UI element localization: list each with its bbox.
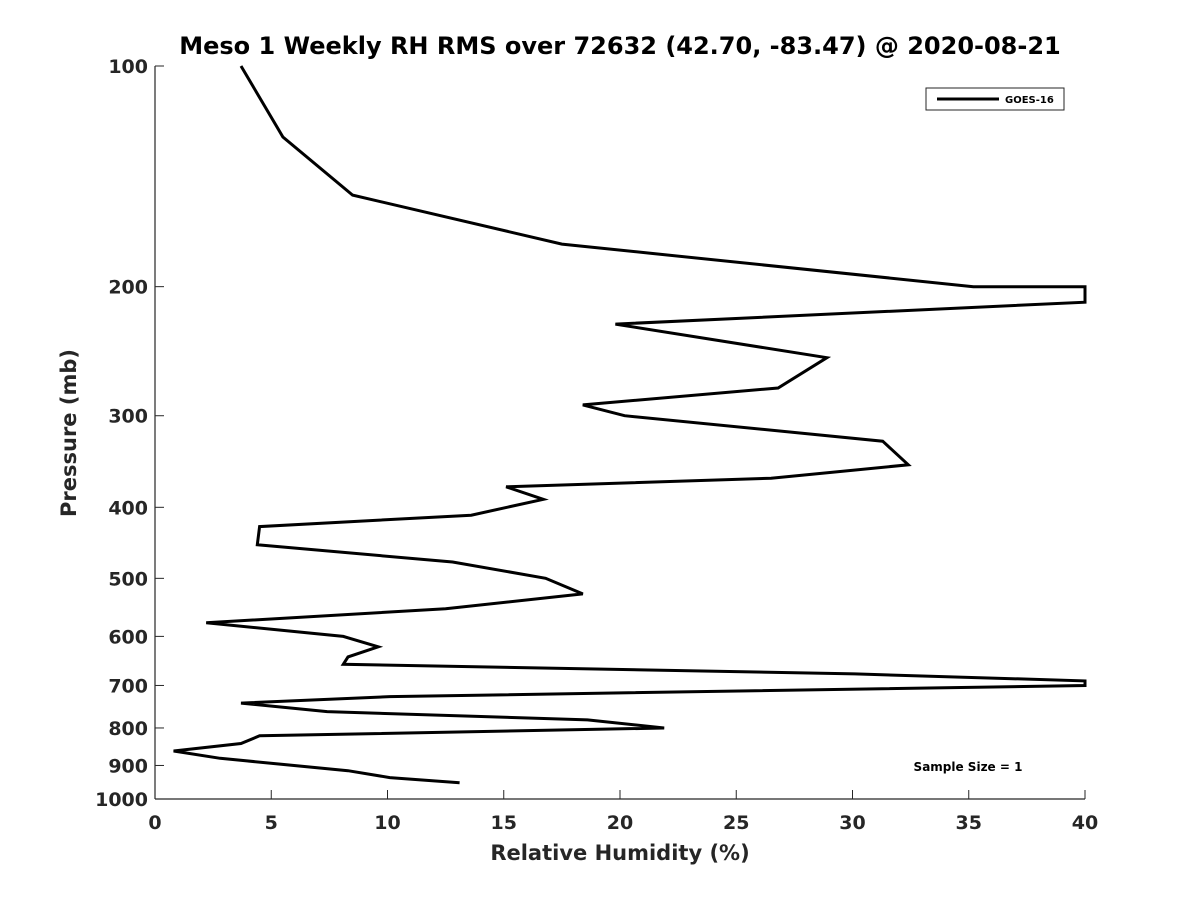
x-tick-label: 5 — [265, 812, 278, 834]
x-tick-label: 35 — [956, 812, 982, 834]
legend: GOES-16 — [925, 87, 1065, 111]
x-tick-label: 40 — [1072, 812, 1098, 834]
x-tick-label: 25 — [723, 812, 749, 834]
sample-size-annotation: Sample Size = 1 — [914, 760, 1023, 774]
y-tick-label: 500 — [108, 568, 148, 590]
x-tick-label: 20 — [607, 812, 633, 834]
x-tick-label: 0 — [148, 812, 161, 834]
series-line-goes-16 — [173, 65, 1087, 785]
y-tick-label: 700 — [108, 675, 148, 697]
series-layer — [173, 65, 1087, 785]
y-tick-label: 400 — [108, 497, 148, 519]
y-tick-label: 900 — [108, 755, 148, 777]
y-tick-label: 1000 — [95, 789, 148, 811]
legend-entry-label: GOES-16 — [1005, 95, 1054, 106]
y-tick-label: 100 — [108, 56, 148, 78]
chart-title: Meso 1 Weekly RH RMS over 72632 (42.70, … — [179, 32, 1061, 60]
x-tick-label: 15 — [491, 812, 517, 834]
x-axis-label: Relative Humidity (%) — [490, 841, 749, 865]
x-tick-label: 30 — [839, 812, 865, 834]
y-axis-label: Pressure (mb) — [57, 349, 81, 517]
y-tick-label: 800 — [108, 718, 148, 740]
y-tick-label: 300 — [108, 406, 148, 428]
axes: 0 5 10 15 20 25 30 35 40 100 200 300 400 500 600 700 800… — [95, 56, 1098, 834]
y-tick-label: 600 — [108, 626, 148, 648]
y-tick-label: 200 — [108, 277, 148, 299]
x-tick-label: 10 — [374, 812, 400, 834]
